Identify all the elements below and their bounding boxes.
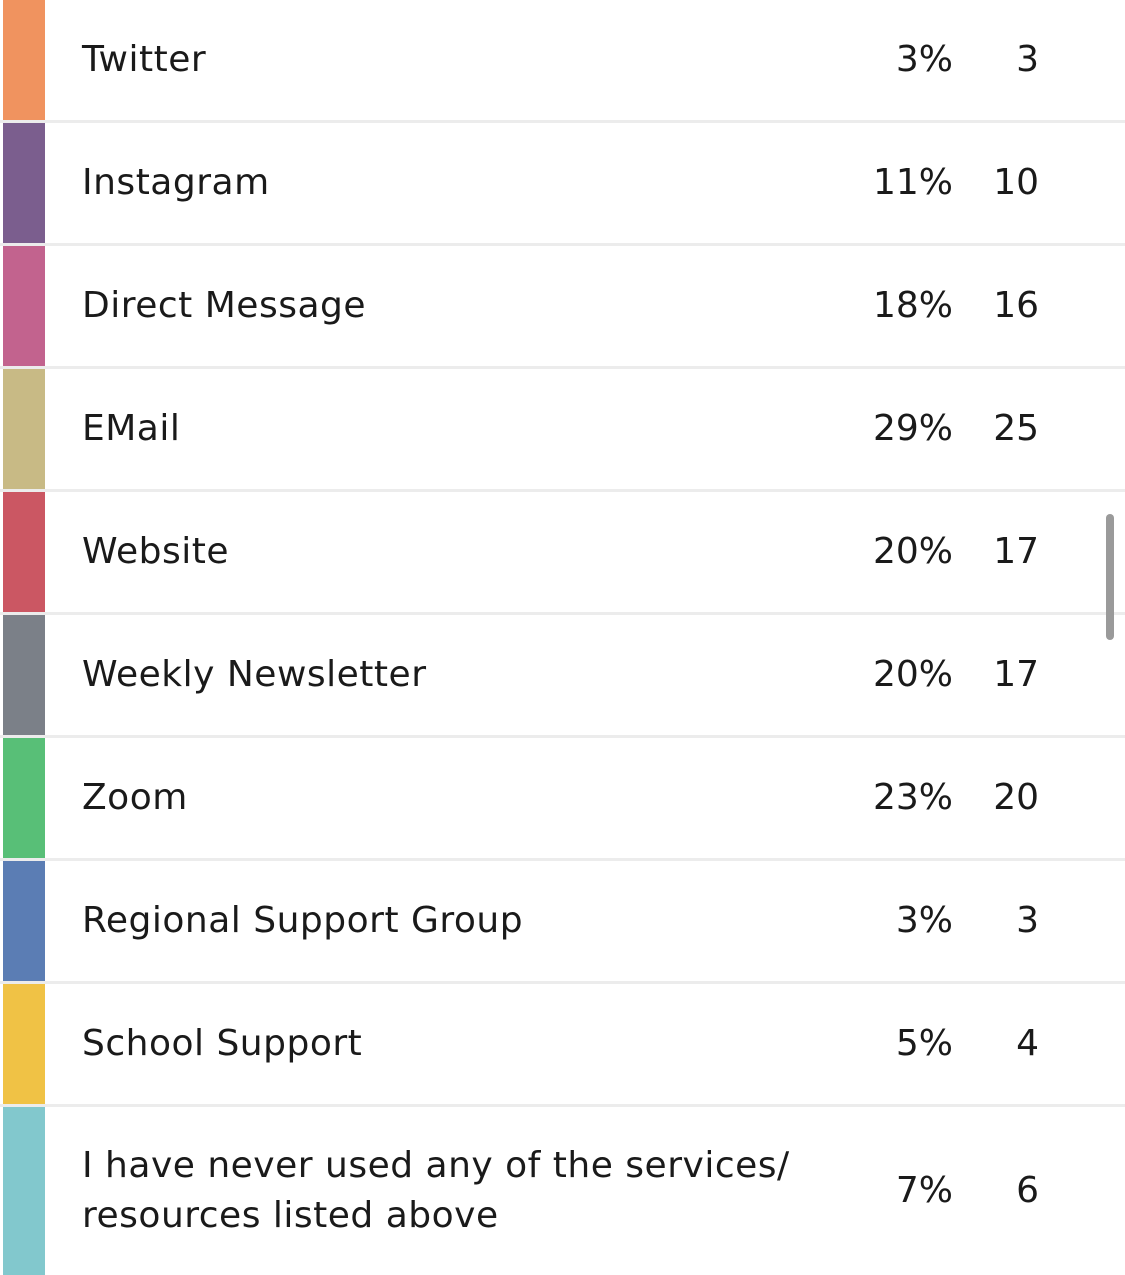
- answer-percent: 3%: [896, 896, 953, 946]
- color-swatch: [3, 615, 45, 735]
- answer-count: 17: [993, 650, 1039, 700]
- color-swatch: [3, 492, 45, 612]
- answer-label: Weekly Newsletter: [82, 650, 802, 700]
- answer-label: Direct Message: [82, 281, 802, 331]
- answer-percent: 20%: [873, 650, 953, 700]
- answer-label: EMail: [82, 404, 802, 454]
- answer-count: 4: [1016, 1019, 1039, 1069]
- answer-percent: 23%: [873, 773, 953, 823]
- scrollbar[interactable]: [1106, 514, 1114, 640]
- answer-count: 20: [993, 773, 1039, 823]
- answer-percent: 11%: [873, 158, 953, 208]
- answer-label: School Support: [82, 1019, 802, 1069]
- answer-count: 6: [1016, 1166, 1039, 1216]
- answer-label: Zoom: [82, 773, 802, 823]
- answer-count: 16: [993, 281, 1039, 331]
- list-item: Website 20% 17: [0, 492, 1125, 615]
- answer-count: 3: [1016, 35, 1039, 85]
- answer-percent: 18%: [873, 281, 953, 331]
- color-swatch: [3, 0, 45, 120]
- list-item: Twitter 3% 3: [0, 0, 1125, 123]
- color-swatch: [3, 738, 45, 858]
- answer-label: Twitter: [82, 35, 802, 85]
- answer-count: 10: [993, 158, 1039, 208]
- answer-percent: 7%: [896, 1166, 953, 1216]
- list-item: Direct Message 18% 16: [0, 246, 1125, 369]
- color-swatch: [3, 123, 45, 243]
- answer-label: Website: [82, 527, 802, 577]
- list-item: Regional Support Group 3% 3: [0, 861, 1125, 984]
- color-swatch: [3, 1107, 45, 1275]
- list-item: Instagram 11% 10: [0, 123, 1125, 246]
- answer-percent: 5%: [896, 1019, 953, 1069]
- list-item: School Support 5% 4: [0, 984, 1125, 1107]
- answer-count: 25: [993, 404, 1039, 454]
- answer-percent: 3%: [896, 35, 953, 85]
- color-swatch: [3, 369, 45, 489]
- list-item: I have never used any of the services/ r…: [0, 1107, 1125, 1275]
- answer-percent: 20%: [873, 527, 953, 577]
- list-item: Zoom 23% 20: [0, 738, 1125, 861]
- answer-label: Instagram: [82, 158, 802, 208]
- color-swatch: [3, 861, 45, 981]
- answer-count: 17: [993, 527, 1039, 577]
- color-swatch: [3, 246, 45, 366]
- color-swatch: [3, 984, 45, 1104]
- answer-percent: 29%: [873, 404, 953, 454]
- list-item: Weekly Newsletter 20% 17: [0, 615, 1125, 738]
- answer-count: 3: [1016, 896, 1039, 946]
- list-item: EMail 29% 25: [0, 369, 1125, 492]
- answer-label: I have never used any of the services/ r…: [82, 1141, 802, 1241]
- answer-label: Regional Support Group: [82, 896, 802, 946]
